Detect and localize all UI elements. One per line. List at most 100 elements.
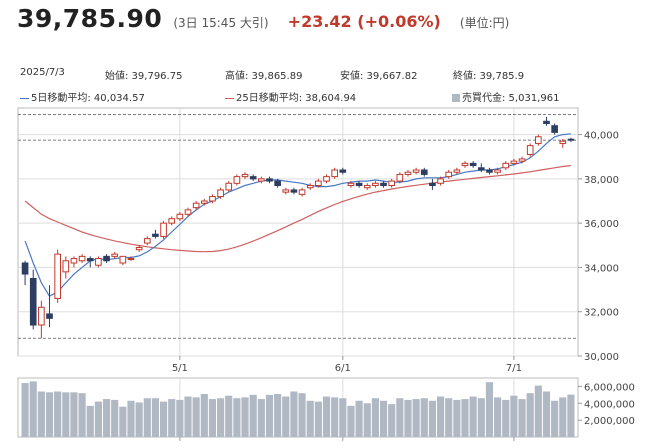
candle-body xyxy=(551,125,558,133)
candle-body xyxy=(420,169,428,175)
candle xyxy=(363,183,371,190)
ma5-swatch xyxy=(20,97,29,99)
candle xyxy=(29,269,37,330)
candle xyxy=(78,254,86,263)
candle-body xyxy=(184,209,192,215)
candle xyxy=(453,167,461,175)
candle xyxy=(274,178,281,188)
candle xyxy=(217,187,224,199)
candle-body xyxy=(494,169,501,173)
candle-body xyxy=(54,253,61,299)
candle-body xyxy=(380,182,387,187)
candle-body xyxy=(209,196,216,202)
candle-body xyxy=(111,253,119,257)
candle xyxy=(184,207,192,217)
candle xyxy=(258,176,265,184)
stats-open: 始値: 39,796.75 xyxy=(105,71,183,82)
candle xyxy=(510,158,518,166)
volume-bar xyxy=(225,395,233,437)
candle-body xyxy=(160,222,167,237)
candle xyxy=(54,249,61,303)
volume-bar xyxy=(257,399,265,437)
volume-bar xyxy=(453,399,461,437)
volume-tick-label: 2,000,000 xyxy=(584,416,635,427)
candle xyxy=(298,187,306,197)
candle-body xyxy=(290,189,298,193)
candle-body xyxy=(62,260,70,273)
candle xyxy=(282,187,290,195)
volume-bar xyxy=(127,400,135,437)
volume-bar xyxy=(217,398,225,437)
volume-bars xyxy=(21,381,575,437)
candle-body xyxy=(437,178,444,184)
candle xyxy=(160,220,167,239)
candle xyxy=(445,170,453,179)
volume-bar xyxy=(339,398,347,437)
candle xyxy=(119,255,127,266)
candle-body xyxy=(477,167,485,171)
stats-close: 終値: 39,785.9 xyxy=(453,71,525,82)
candle xyxy=(306,183,314,190)
candle xyxy=(380,181,387,188)
candle-body xyxy=(315,180,322,186)
volume-bar xyxy=(551,400,559,437)
candle-body xyxy=(355,182,363,187)
volume-bar xyxy=(404,399,412,437)
legend-ma25-label: 25日移動平均: 38,604.94 xyxy=(236,93,357,104)
candle-body xyxy=(323,176,330,182)
candle-body xyxy=(21,262,29,275)
volume-bar xyxy=(412,399,420,437)
volume-bar xyxy=(420,398,428,437)
candle-body xyxy=(135,247,143,251)
volume-bar xyxy=(176,399,184,437)
candle xyxy=(233,174,241,186)
price-frame xyxy=(17,107,579,357)
candle xyxy=(437,176,444,186)
volume-bar xyxy=(510,395,518,437)
candles xyxy=(21,116,575,339)
candle-body xyxy=(38,306,45,326)
volume-bar xyxy=(371,398,379,437)
candle xyxy=(461,161,469,168)
candle xyxy=(567,137,575,143)
candle xyxy=(315,178,322,188)
candle xyxy=(38,300,45,339)
candle-body xyxy=(46,313,53,319)
candle-body xyxy=(461,162,469,167)
volume-bar xyxy=(208,399,217,437)
candle xyxy=(62,256,70,279)
candle-body xyxy=(453,169,461,173)
candle xyxy=(323,174,330,184)
volume-bar xyxy=(502,399,510,437)
candle-body xyxy=(233,176,241,184)
candle xyxy=(225,181,233,193)
candle xyxy=(70,256,78,268)
candle-body xyxy=(412,169,420,173)
candle-body xyxy=(559,140,567,144)
volume-bar xyxy=(567,394,575,437)
volume-bar xyxy=(45,392,54,437)
candle-body xyxy=(217,189,224,198)
volume-bar xyxy=(62,392,70,437)
candle xyxy=(429,178,436,190)
price-change: +23.42 (+0.06%) xyxy=(287,12,441,31)
candle-body xyxy=(502,162,510,169)
candle-body xyxy=(347,182,355,187)
volume-swatch xyxy=(452,94,460,102)
candle-body xyxy=(274,180,281,186)
candle-body xyxy=(518,158,526,162)
candle xyxy=(95,256,102,268)
date-tick-label: 7/1 xyxy=(506,363,522,374)
candle-body xyxy=(429,182,436,187)
date-tick-label: 6/1 xyxy=(335,363,351,374)
candle-body xyxy=(526,145,534,155)
candle xyxy=(192,201,200,210)
reference-lines xyxy=(18,114,578,339)
date-tick-label: 5/1 xyxy=(172,363,188,374)
price-timestamp: (3日 15:45 大引) xyxy=(173,16,269,30)
candle xyxy=(551,123,558,135)
volume-bar xyxy=(518,399,526,437)
candle-body xyxy=(535,136,542,144)
volume-bar xyxy=(54,391,62,437)
